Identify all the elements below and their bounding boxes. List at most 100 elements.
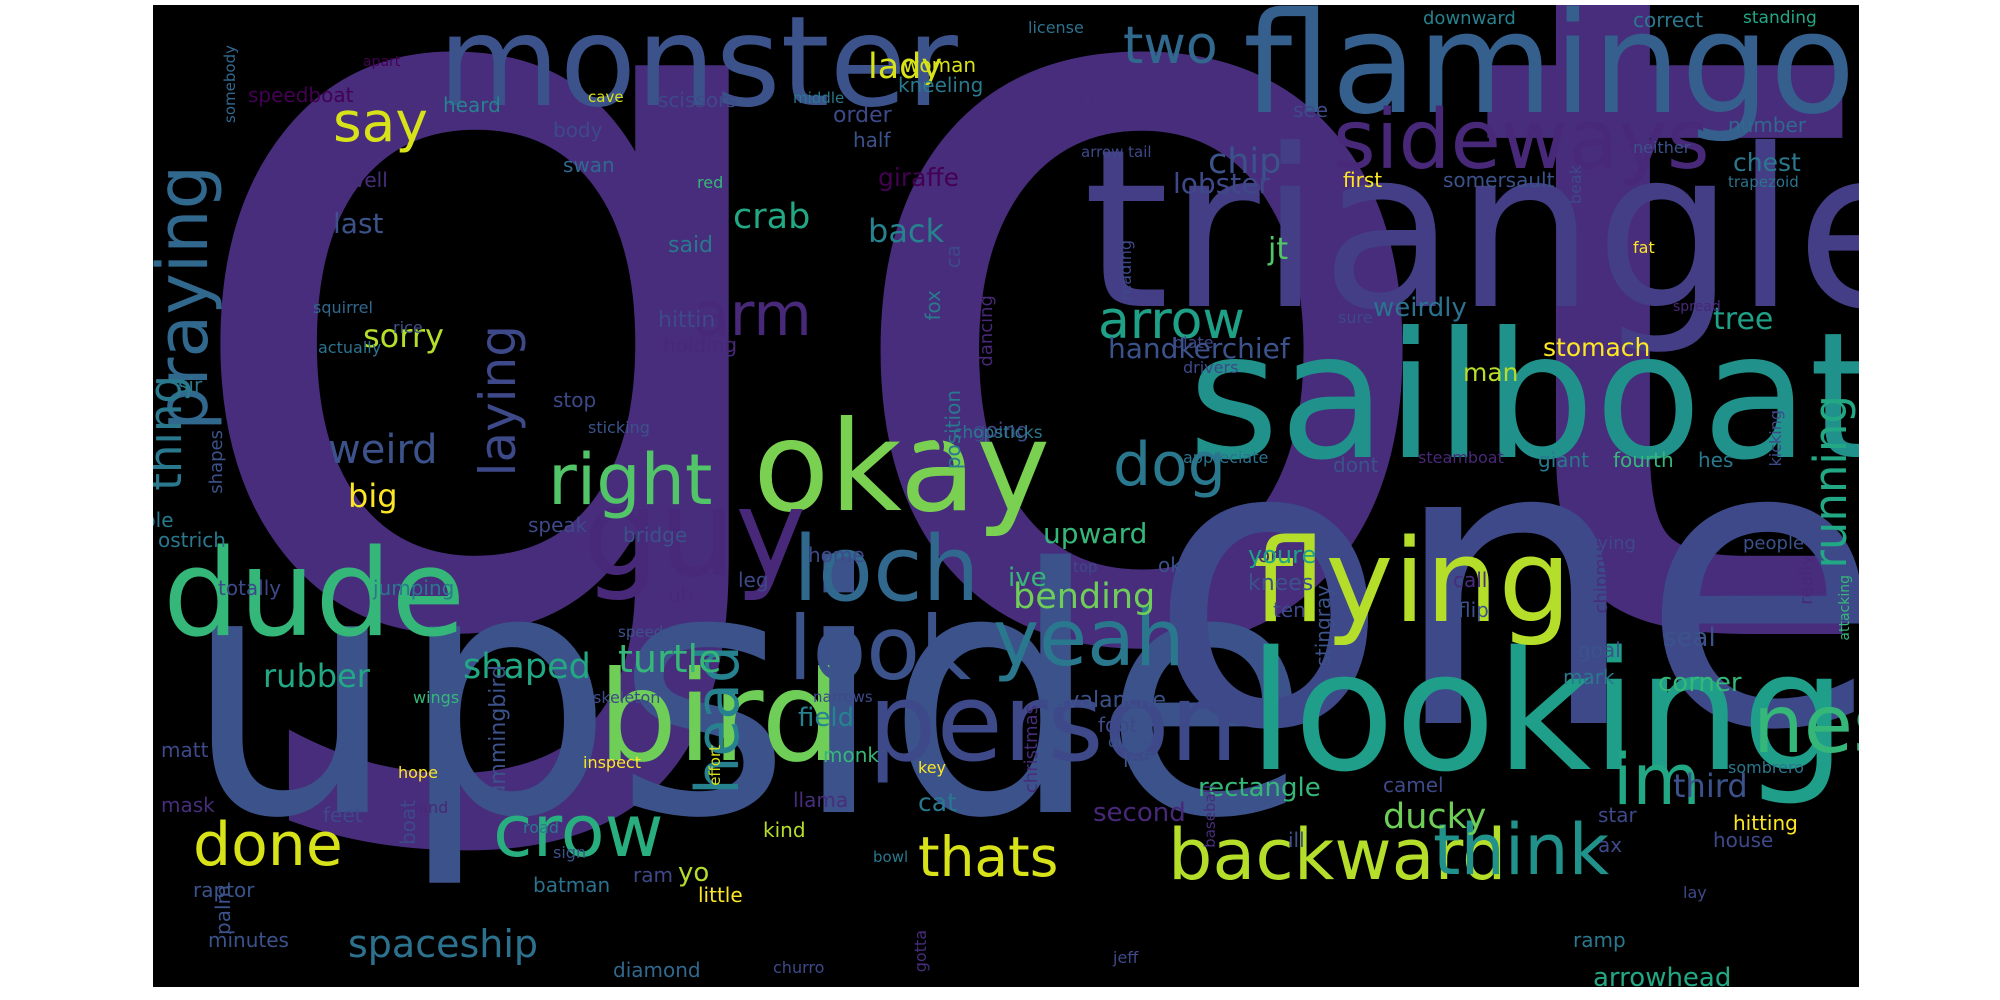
word: jt [1268,232,1289,267]
word: spread [1673,299,1721,315]
word: mask [161,793,215,817]
word: first [1343,168,1383,192]
word: key [918,758,947,777]
word: camel [1383,773,1444,797]
word: thats [918,825,1059,889]
word: dancing [976,295,997,367]
word: look [788,597,972,700]
word: goal [1578,638,1621,662]
word: two [1123,16,1218,76]
word: apple [153,508,174,532]
word: got [163,5,1859,880]
word: said [668,233,714,258]
word: dog [1113,430,1226,500]
word: minutes [208,928,289,952]
word: arrowhead [1593,963,1732,987]
word: monster [438,5,958,135]
word: back [868,212,945,250]
word: one [1148,357,1859,817]
word: middle [793,89,845,107]
word: standing [1743,8,1817,28]
word: boat [396,800,420,846]
word: person [868,661,1239,786]
word: stingray [1311,585,1335,667]
word: fourth [1613,448,1674,472]
word: dude [163,525,466,664]
word: speed [618,623,664,641]
word: hope [398,763,438,782]
word: right [548,439,713,521]
word: trapezoid [1728,173,1799,191]
word: foot [1098,713,1138,737]
word: query [1108,733,1152,751]
word: looking [1248,616,1847,808]
word: matt [161,738,209,762]
word: beak [1566,165,1585,205]
word: ive [1008,563,1047,593]
word: yeah [993,594,1185,684]
word: cave [588,88,624,106]
word: ten [1273,598,1306,622]
word: lay [1683,883,1707,902]
word: body [553,118,603,142]
word: mark [1563,665,1615,689]
word: rice [393,318,423,337]
word: ramp [1573,928,1626,952]
word: somersault [1443,168,1555,192]
word: backward [1168,814,1507,896]
word: license [1028,18,1084,37]
word: okay [753,395,1051,540]
word: house [1713,828,1774,852]
word: appreciate [1183,448,1269,467]
word: triangle [1083,102,1859,358]
word: spaceship [348,922,539,966]
word: turtle [618,637,722,681]
word: hand [408,798,449,817]
word: hittin [658,308,716,333]
word: wings [413,688,460,707]
word: im [1613,739,1701,821]
word: second [1093,798,1186,828]
word: lobster [1173,167,1270,200]
word: people [1743,533,1805,554]
word: correct [1633,8,1704,32]
word: laying [469,325,527,477]
word: arrow [1098,291,1245,351]
word: sorry [363,317,444,355]
word: totally [218,576,282,600]
word: apart [363,54,401,70]
word: upward [1043,517,1148,550]
word-cloud: got upside one triangle flamingo sailboat mons… [153,5,1859,987]
word: chip [1208,142,1282,182]
word: really [1796,555,1817,605]
word: kind [763,818,806,842]
word: weirdly [1373,293,1467,323]
word: trying [1583,533,1636,554]
word: sideways [1333,93,1710,188]
word: effort [706,745,724,786]
word: chopsticks [953,423,1043,443]
word: avalanche [1053,688,1167,713]
word: road [523,818,559,837]
word: corner [1658,668,1742,698]
word: number [1728,113,1807,137]
word: arm [693,280,812,350]
word: plate [1173,333,1214,352]
word: flamingo [1243,5,1856,146]
word: order [833,103,892,128]
word: giraffe [878,163,960,192]
word: raptor [193,878,255,902]
word: swan [563,153,615,177]
word: top [1073,558,1098,576]
word: sticking [588,418,650,437]
word: diamond [613,958,701,982]
word: weird [328,427,438,473]
word: half [853,128,891,152]
word: bridge [623,523,688,547]
word: rectangle [1198,773,1321,803]
word: see [1293,98,1329,122]
word: shaped [463,647,591,687]
word: giant [1538,448,1590,472]
word: feet [323,803,363,827]
word: big [348,477,398,515]
